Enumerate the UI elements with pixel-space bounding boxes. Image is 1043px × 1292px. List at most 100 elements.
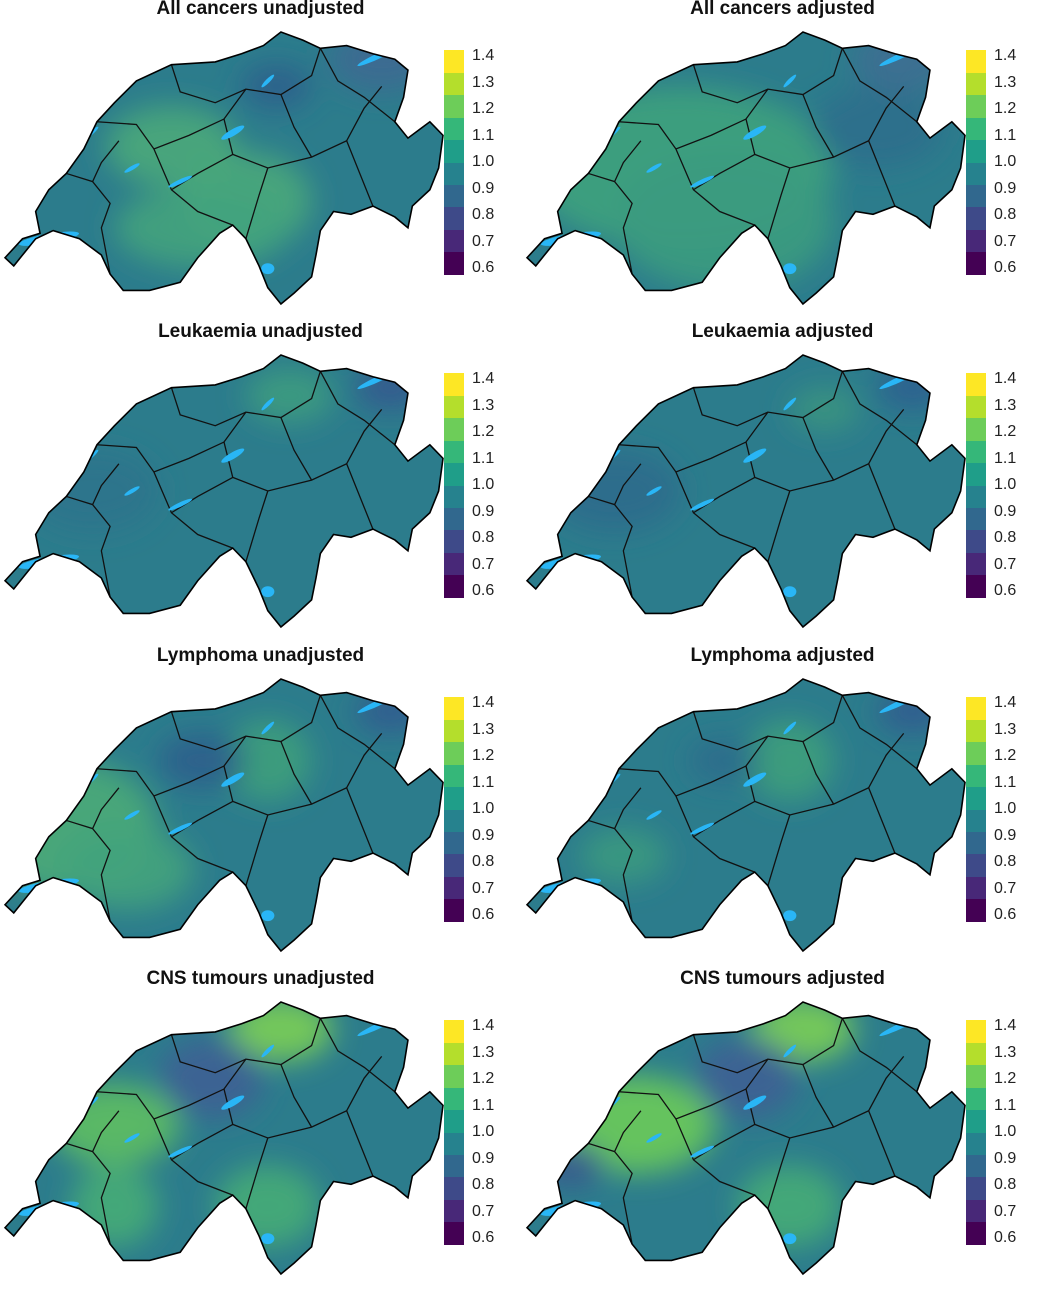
risk-region	[245, 368, 334, 423]
legend-tick-label: 1.3	[472, 73, 495, 91]
legend-tick-label: 0.9	[472, 826, 495, 844]
country-border	[525, 678, 966, 953]
lake	[783, 586, 797, 598]
lake	[261, 1233, 275, 1245]
lake	[743, 125, 767, 140]
legend-swatch	[966, 719, 986, 743]
legend-swatch	[966, 786, 986, 810]
legend-swatch	[966, 50, 986, 73]
canton-border	[841, 371, 918, 446]
risk-region	[877, 689, 948, 734]
legend-swatch	[966, 1087, 986, 1111]
canton-border	[868, 1055, 905, 1112]
canton-border	[96, 88, 247, 150]
map-panel: Lymphoma adjusted 1.4 1.3 1.2 1.1 1.0 0.9 0.8 0.…	[522, 645, 1043, 969]
risk-region	[851, 32, 957, 92]
legend-swatch	[444, 809, 464, 832]
canton-border	[614, 1110, 642, 1152]
canton-border	[675, 148, 755, 226]
lake	[124, 163, 140, 173]
canton-border	[92, 140, 120, 182]
legend-tick-label: 0.8	[472, 1176, 495, 1193]
color-legend: 1.4 1.3 1.2 1.1 1.0 0.9 0.8 0.7 0.6	[966, 47, 1043, 280]
legend-swatch	[966, 764, 986, 788]
canton-border	[223, 118, 374, 207]
canton-border	[693, 1123, 756, 1161]
legend-tick-label: 1.3	[994, 720, 1017, 738]
legend-tick-label: 0.8	[472, 206, 495, 223]
canton-border	[588, 1142, 633, 1245]
canton-border	[692, 48, 843, 104]
canton-border	[675, 1118, 755, 1196]
lake	[743, 448, 767, 463]
legend-tick-label: 1.0	[994, 153, 1017, 170]
legend-swatch	[966, 162, 986, 185]
legend-swatch	[444, 1199, 464, 1223]
map-panel: All cancers adjusted 1.4 1.3 1.2 1.1 1.0 0.9 0.…	[522, 0, 1043, 322]
legend-tick-label: 1.3	[472, 396, 495, 414]
panel-title: Lymphoma unadjusted	[156, 645, 365, 666]
canton-border	[92, 1110, 120, 1152]
canton-border	[92, 463, 120, 505]
canton-border	[223, 1088, 374, 1177]
legend-swatch	[966, 1132, 986, 1155]
country-fill	[527, 679, 965, 951]
lake	[783, 263, 797, 275]
legend-tick-label: 0.8	[472, 529, 495, 546]
legend-colorbar	[966, 1020, 986, 1245]
risk-region	[535, 1143, 606, 1187]
color-legend: 1.4 1.3 1.2 1.1 1.0 0.9 0.8 0.7 0.6	[444, 370, 524, 603]
lake	[646, 163, 662, 173]
legend-tick-label: 0.9	[472, 1149, 495, 1167]
canton-border	[170, 48, 321, 104]
canton-border	[802, 741, 835, 805]
legend-tick-label: 0.7	[994, 879, 1017, 897]
canton-border	[96, 735, 247, 797]
legend-swatch	[966, 876, 986, 900]
legend-swatch	[966, 1221, 986, 1245]
canton-border	[280, 741, 313, 805]
panel-title: CNS tumours unadjusted	[146, 968, 375, 989]
legend-tick-label: 1.0	[994, 476, 1017, 493]
legend-tick-label: 0.7	[472, 879, 495, 897]
legend-swatch	[966, 417, 986, 441]
legend-tick-label: 1.1	[994, 773, 1017, 791]
canton-border	[614, 140, 642, 182]
legend-swatch	[966, 72, 986, 96]
legend-tick-label: 0.9	[994, 1149, 1017, 1167]
canton-border	[96, 1058, 247, 1120]
lake	[124, 1133, 140, 1143]
legend-swatch	[444, 529, 464, 553]
canton-border	[153, 471, 233, 549]
country-border	[525, 354, 966, 629]
legend-tick-label: 1.4	[472, 47, 495, 64]
country-border	[525, 1001, 966, 1276]
lake	[124, 486, 140, 496]
legend-swatch	[444, 94, 464, 118]
legend-swatch	[444, 876, 464, 900]
risk-region	[223, 719, 312, 802]
legend-tick-label: 0.8	[994, 529, 1017, 546]
canton-border	[614, 787, 642, 829]
legend-swatch	[444, 1087, 464, 1111]
lake	[743, 772, 767, 787]
risk-region	[114, 187, 290, 269]
legend-tick-label: 0.9	[472, 179, 495, 197]
canton-border	[153, 1118, 233, 1196]
canton-border	[692, 371, 843, 427]
canton-border	[170, 371, 321, 427]
panel-title: Leukaemia unadjusted	[158, 321, 363, 342]
switzerland-map	[3, 31, 444, 306]
color-legend: 1.4 1.3 1.2 1.1 1.0 0.9 0.8 0.7 0.6	[966, 694, 1043, 927]
legend-swatch	[966, 184, 986, 208]
legend-tick-label: 0.6	[994, 906, 1017, 923]
lake	[783, 721, 797, 735]
lake	[783, 1044, 797, 1058]
lake	[690, 498, 715, 511]
legend-swatch	[966, 229, 986, 253]
color-legend: 1.4 1.3 1.2 1.1 1.0 0.9 0.8 0.7 0.6	[444, 47, 524, 280]
legend-swatch	[444, 719, 464, 743]
canton-border	[346, 408, 383, 465]
legend-tick-label: 0.6	[994, 582, 1017, 599]
legend-swatch	[966, 809, 986, 832]
